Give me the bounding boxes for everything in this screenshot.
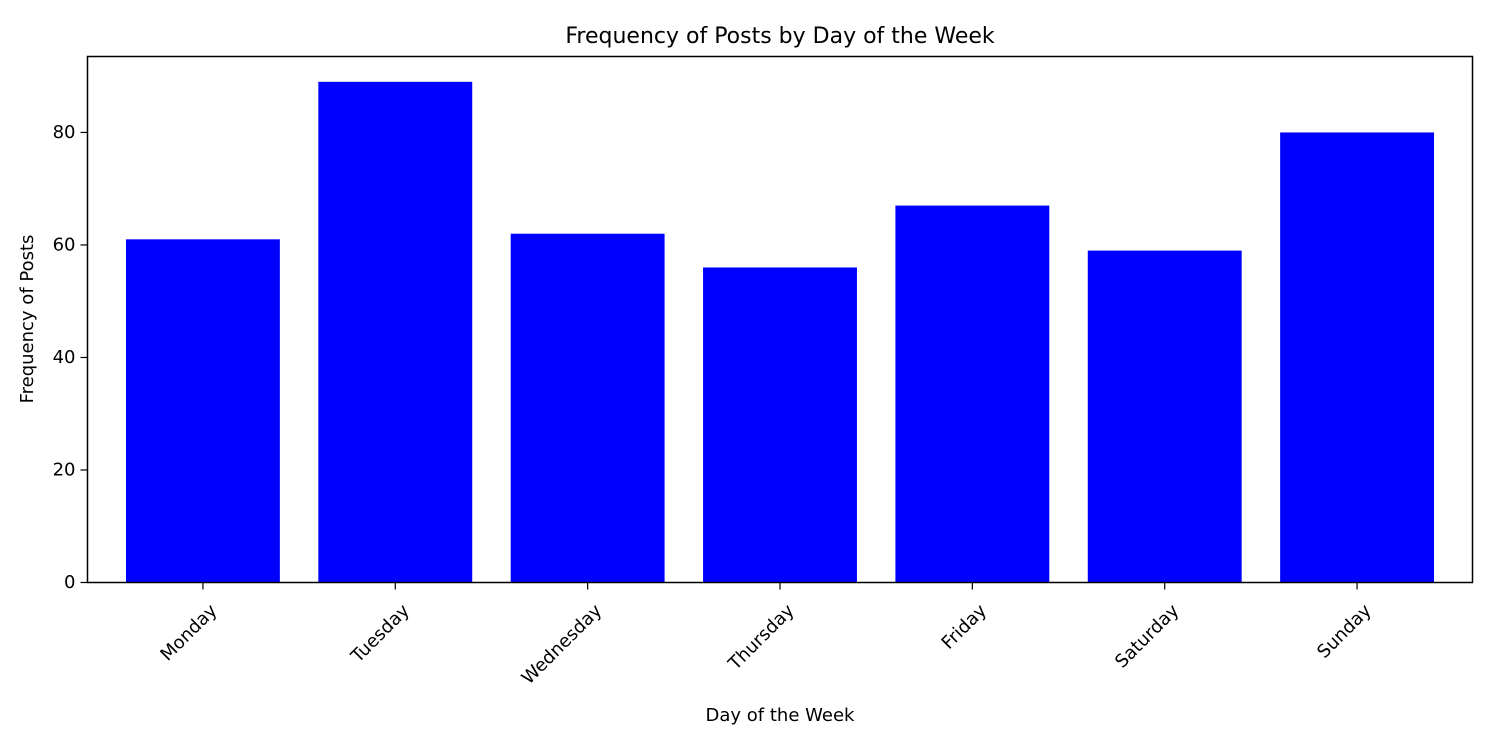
bar-sunday — [1280, 132, 1435, 583]
bars-group — [125, 81, 1435, 583]
y-tick-label: 40 — [53, 347, 76, 368]
bar-saturday — [1087, 250, 1242, 583]
y-tick-label: 60 — [53, 234, 76, 255]
y-tick-label: 0 — [64, 572, 75, 593]
bar-wednesday — [510, 233, 665, 583]
y-tick-label: 80 — [53, 122, 76, 143]
bar-tuesday — [318, 81, 473, 583]
chart-title: Frequency of Posts by Day of the Week — [565, 24, 995, 49]
y-tick-label: 20 — [53, 459, 76, 480]
x-axis-label: Day of the Week — [706, 705, 855, 726]
bar-monday — [125, 239, 280, 583]
bar-thursday — [703, 267, 857, 583]
y-axis-label: Frequency of Posts — [17, 235, 38, 404]
y-axis-ticks: 0 20 40 60 80 — [53, 122, 88, 593]
plot-frame — [86, 55, 1474, 584]
bar-friday — [895, 205, 1050, 583]
